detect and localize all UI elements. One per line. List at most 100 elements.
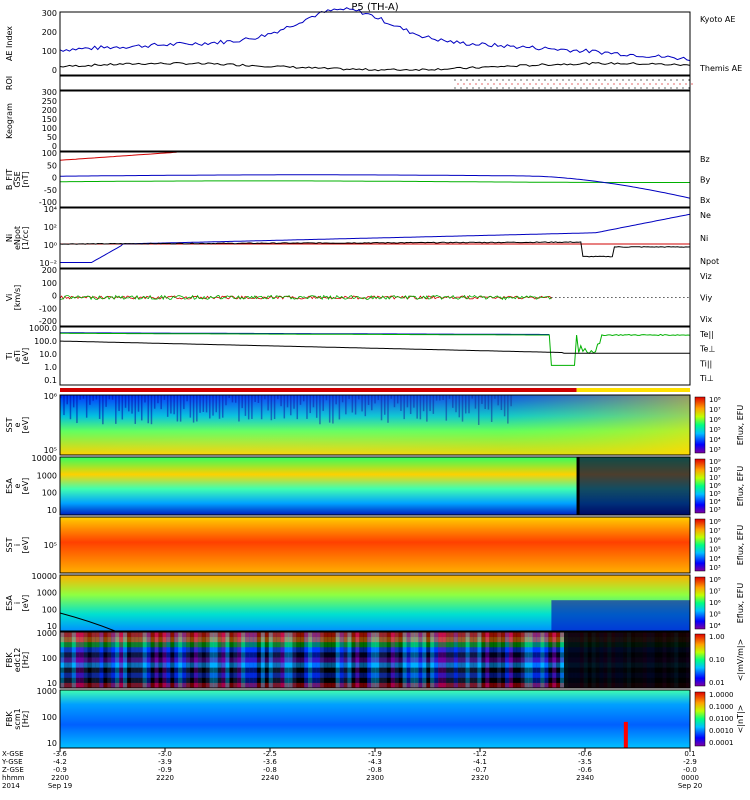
roi-dot bbox=[484, 79, 486, 81]
tick-label: 10⁴ bbox=[44, 205, 57, 214]
tick-label: -200 bbox=[39, 317, 57, 326]
panel-ylabel: [Hz] bbox=[21, 652, 30, 668]
roi-dot bbox=[496, 87, 498, 89]
panel-sst_e: SST e [eV] Eflux, EFU bbox=[5, 396, 745, 454]
panel-frame bbox=[59, 516, 691, 574]
spectrogram-column bbox=[225, 632, 230, 688]
spectrogram-column bbox=[63, 632, 69, 688]
colorbar-tick: 0.01 bbox=[709, 679, 725, 687]
legend-entry: Bz bbox=[700, 155, 710, 164]
legend-entry: Te|| bbox=[699, 330, 714, 339]
x-tick-label: -3.9 bbox=[158, 758, 172, 766]
panel-bfit: B_FIT GSE [nT] bbox=[5, 169, 30, 190]
spectrogram-column bbox=[465, 632, 470, 688]
tick-label: 10 bbox=[47, 739, 57, 748]
roi-dot bbox=[580, 87, 582, 89]
panel-frame bbox=[59, 75, 691, 91]
x-tick-label: Sep 19 bbox=[48, 782, 72, 790]
spectrogram-column bbox=[229, 632, 234, 688]
roi-dot bbox=[532, 87, 534, 89]
spectrogram-column bbox=[449, 632, 455, 688]
series-ti-perp bbox=[60, 332, 550, 335]
panel-sst_i: SST i [eV] Eflux, EFU bbox=[5, 518, 745, 572]
tick-label: 100 bbox=[42, 149, 57, 158]
spectrogram-column bbox=[560, 632, 565, 688]
roi-dot bbox=[505, 83, 507, 85]
roi-dot bbox=[676, 79, 678, 81]
legend-entry: Ne bbox=[700, 211, 711, 220]
spectrogram-column bbox=[205, 632, 210, 688]
x-tick-label: -0.9 bbox=[158, 766, 172, 774]
chart-title: P5 (TH-A) bbox=[351, 2, 398, 13]
spectrogram-column bbox=[528, 632, 533, 688]
legend-entry: Ti|| bbox=[699, 359, 712, 368]
roi-dot bbox=[625, 83, 627, 85]
panel-ylabel: [nT] bbox=[21, 171, 30, 187]
panel-ylabel: ESA bbox=[5, 595, 14, 611]
spectrogram-column bbox=[95, 632, 100, 688]
roi-dot bbox=[466, 79, 468, 81]
roi-dot bbox=[526, 79, 528, 81]
roi-dot bbox=[634, 79, 636, 81]
roi-dot bbox=[640, 87, 642, 89]
tick-label: 10 bbox=[47, 622, 57, 631]
spectrogram-column bbox=[91, 632, 96, 688]
roi-dot bbox=[604, 79, 606, 81]
spectrogram-band bbox=[60, 682, 690, 689]
roi-dot bbox=[568, 87, 570, 89]
roi-dot bbox=[646, 79, 648, 81]
x-tick-label: 2300 bbox=[366, 774, 384, 782]
x-tick-label: -4.1 bbox=[473, 758, 487, 766]
tick-label: 200 bbox=[42, 106, 57, 115]
roi-dot bbox=[526, 87, 528, 89]
tick-label: 10.0 bbox=[39, 350, 57, 359]
x-tick-label: -1.2 bbox=[473, 750, 487, 758]
spectrogram-column bbox=[304, 632, 309, 688]
spectrogram-band bbox=[60, 652, 690, 658]
legend-entry: Ti⊥ bbox=[699, 374, 714, 383]
roi-dot bbox=[496, 79, 498, 81]
panel-frame bbox=[59, 574, 691, 632]
spectrogram-column bbox=[142, 632, 147, 688]
roi-dot bbox=[457, 83, 459, 85]
spectrogram-column bbox=[221, 632, 226, 688]
spectrogram-column bbox=[398, 632, 403, 688]
colorbar-tick: 0.1000 bbox=[709, 703, 734, 711]
roi-dot bbox=[607, 83, 609, 85]
roi-dot bbox=[508, 87, 510, 89]
roi-dot bbox=[544, 87, 546, 89]
roi-dot bbox=[484, 87, 486, 89]
panel-ylabel: Ti bbox=[5, 353, 14, 361]
roi-dot bbox=[643, 83, 645, 85]
colorbar-tick: 10⁸ bbox=[709, 396, 721, 404]
spectrogram-column bbox=[378, 632, 384, 688]
spectrogram-column bbox=[532, 632, 537, 688]
spectrogram-column bbox=[166, 632, 171, 688]
roi-dot bbox=[478, 87, 480, 89]
spectrogram-column bbox=[371, 632, 376, 688]
panel-ylabel: FBK bbox=[5, 652, 14, 668]
roi-dot bbox=[490, 87, 492, 89]
spectrogram-column bbox=[461, 632, 466, 688]
roi-dot bbox=[673, 83, 675, 85]
spectrogram-column bbox=[272, 632, 277, 688]
panel-frame bbox=[59, 11, 691, 76]
spectrogram-column bbox=[540, 632, 545, 688]
colorbar-tick: 10⁸ bbox=[709, 466, 721, 474]
colorbar-tick: 10⁶ bbox=[709, 599, 721, 607]
panel-ylabel: FBK bbox=[5, 711, 14, 727]
roi-dot bbox=[502, 87, 504, 89]
roi-dot bbox=[535, 83, 537, 85]
roi-dot bbox=[634, 87, 636, 89]
spectrogram-column bbox=[520, 632, 525, 688]
tick-label: 50 bbox=[47, 133, 57, 142]
spectrogram-column bbox=[351, 632, 356, 688]
spectrogram-band bbox=[60, 632, 690, 638]
spectrogram-dark bbox=[551, 600, 690, 631]
roi-dot bbox=[682, 79, 684, 81]
tick-label: 10⁵ bbox=[44, 541, 57, 550]
tick-label: 0.1 bbox=[44, 376, 57, 385]
colorbar-tick: 10⁷ bbox=[709, 406, 721, 414]
spectrogram-column bbox=[508, 632, 514, 688]
spectrogram-column bbox=[71, 632, 77, 688]
